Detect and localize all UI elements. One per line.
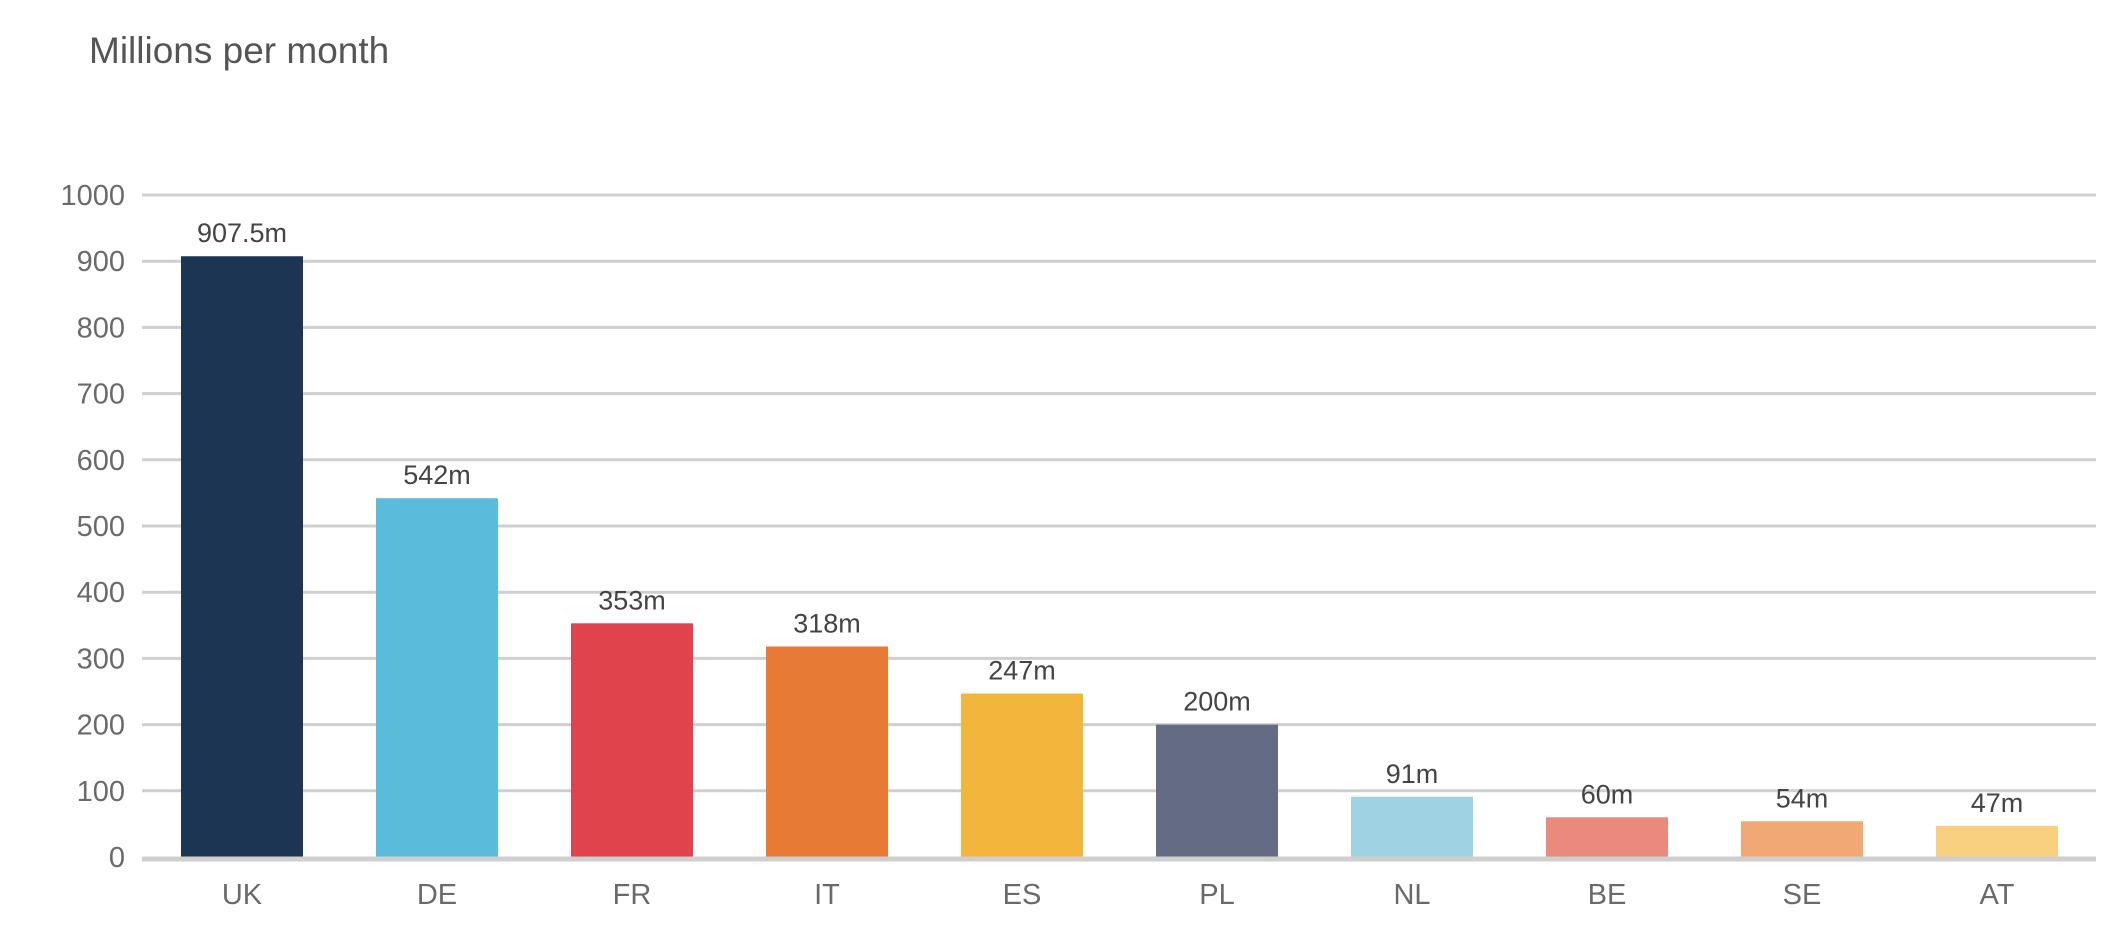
data-label: 318m [793, 608, 861, 638]
x-tick-label: DE [417, 879, 457, 911]
bar-it [766, 646, 888, 857]
data-label: 353m [598, 585, 666, 615]
y-axis-ticks: 0 100 200 300 400 500 600 700 800 900 1000 [60, 180, 125, 874]
x-tick-label: NL [1393, 879, 1430, 911]
data-label: 91m [1386, 759, 1439, 789]
data-label: 54m [1776, 783, 1829, 813]
data-label: 200m [1183, 687, 1251, 717]
x-tick-label: AT [1980, 879, 2015, 911]
bar-nl [1351, 796, 1473, 857]
bar-pl [1156, 724, 1278, 857]
y-tick-label: 800 [77, 312, 125, 344]
bar-se [1741, 821, 1863, 857]
y-tick-label: 900 [77, 246, 125, 278]
x-tick-label: FR [613, 879, 652, 911]
bar-es [961, 693, 1083, 857]
y-tick-label: 400 [77, 577, 125, 609]
data-label: 907.5m [197, 218, 287, 248]
y-tick-label: 200 [77, 710, 125, 742]
bars [181, 256, 2058, 857]
bar-at [1936, 825, 2058, 857]
x-tick-label: PL [1199, 879, 1234, 911]
bar-de [376, 498, 498, 857]
y-tick-label: 100 [77, 776, 125, 808]
x-axis-ticks: UK DE FR IT ES PL NL BE SE AT [222, 879, 2015, 911]
data-labels: 907.5m 542m 353m 318m 247m 200m 91m 60m 54m 47m [197, 218, 2023, 818]
bar-be [1546, 817, 1668, 857]
data-label: 542m [403, 460, 471, 490]
chart-title: Millions per month [89, 30, 390, 71]
data-label: 60m [1581, 779, 1634, 809]
data-label: 47m [1971, 788, 2024, 818]
y-tick-label: 300 [77, 643, 125, 675]
data-label: 247m [988, 655, 1056, 685]
x-tick-label: IT [814, 879, 840, 911]
bar-fr [571, 623, 693, 857]
y-tick-label: 700 [77, 379, 125, 411]
x-tick-label: BE [1588, 879, 1627, 911]
x-tick-label: UK [222, 879, 263, 911]
y-tick-label: 500 [77, 511, 125, 543]
x-tick-label: SE [1783, 879, 1822, 911]
y-tick-label: 600 [77, 445, 125, 477]
y-tick-label: 1000 [60, 180, 125, 212]
bar-uk [181, 256, 303, 857]
y-tick-label: 0 [109, 842, 125, 874]
x-tick-label: ES [1003, 879, 1042, 911]
